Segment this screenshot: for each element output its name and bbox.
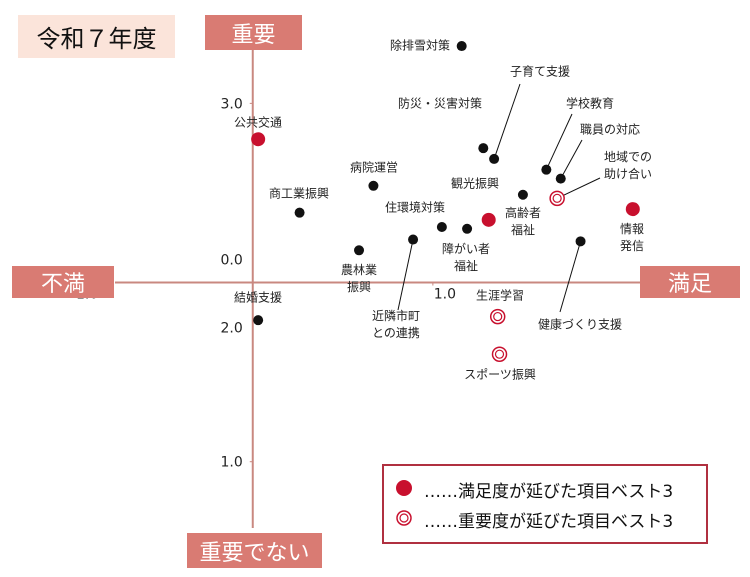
y-tick-label: 2.0 <box>220 321 242 337</box>
point <box>517 189 528 200</box>
leader-line <box>545 113 573 170</box>
point <box>456 41 467 52</box>
legend-entry: ……重要度が延びた項目ベスト3 <box>424 512 674 532</box>
axis-label-left: 不満 <box>12 266 114 298</box>
point-label: 高齢者 福祉 <box>504 206 542 237</box>
x-tick-label: 1.0 <box>434 287 456 303</box>
point-ring <box>549 190 565 207</box>
point <box>541 164 552 175</box>
point-label: 障がい者 福祉 <box>441 242 491 273</box>
legend-markers <box>396 480 412 526</box>
legend-marker <box>399 513 409 523</box>
y-tick-label: 3.0 <box>220 96 242 112</box>
x-tick-label: 0.0 <box>220 253 242 269</box>
point-ring <box>491 346 508 362</box>
point-label: 学校教育 <box>565 96 615 111</box>
point-label: 除排雪対策 <box>389 38 451 53</box>
point-ring <box>489 308 506 325</box>
leader-line <box>493 83 521 160</box>
point-label: 健康づくり支援 <box>537 317 623 332</box>
point <box>354 245 365 256</box>
point <box>251 132 266 147</box>
point-label: 子育て支援 <box>509 64 571 79</box>
axis-label-top: 重要 <box>205 15 302 50</box>
legend: ……満足度が延びた項目ベスト3 ……重要度が延びた項目ベスト3 <box>382 464 708 544</box>
leader-line <box>560 139 583 179</box>
legend-entry: ……満足度が延びた項目ベスト3 <box>424 482 674 502</box>
point-label: 防災・災害対策 <box>397 96 483 111</box>
point <box>478 143 489 154</box>
point-label: 商工業振興 <box>268 186 330 201</box>
leader-line <box>556 177 601 199</box>
point <box>368 180 379 191</box>
point <box>489 153 500 164</box>
point-label: 生涯学習 <box>475 288 525 303</box>
point-label: スポーツ振興 <box>464 367 536 382</box>
axis-label-bottom: 重要でない <box>187 533 322 568</box>
point-ring-inner <box>552 193 562 203</box>
legend-marker <box>396 480 412 496</box>
point-label: 公共交通 <box>233 115 283 130</box>
leader-line <box>559 241 582 313</box>
y-tick-label: 1.0 <box>220 455 242 471</box>
point <box>408 234 419 245</box>
chart-title: 令和７年度 <box>18 15 175 58</box>
point-ring-inner <box>494 349 505 359</box>
point-label: 農林業 振興 <box>340 263 378 294</box>
point <box>462 223 473 234</box>
point-label: 職員の対応 <box>579 122 641 137</box>
point <box>575 236 586 247</box>
point <box>481 212 496 227</box>
point <box>253 315 264 326</box>
point-label: 近隣市町 との連携 <box>371 309 421 340</box>
point <box>555 173 566 184</box>
leader-line <box>397 239 414 311</box>
point-label: 結婚支援 <box>233 290 283 305</box>
point-ring-inner <box>493 311 503 322</box>
point-label: 観光振興 <box>450 176 500 191</box>
point-label: 地域での 助け合い <box>603 150 653 181</box>
point-label: 住環境対策 <box>384 200 446 215</box>
point <box>436 222 447 232</box>
axis-label-right: 満足 <box>640 266 740 298</box>
point <box>294 207 305 218</box>
point-label: 病院運営 <box>349 160 399 175</box>
point-label: 情報 発信 <box>619 222 645 253</box>
point <box>625 202 640 217</box>
